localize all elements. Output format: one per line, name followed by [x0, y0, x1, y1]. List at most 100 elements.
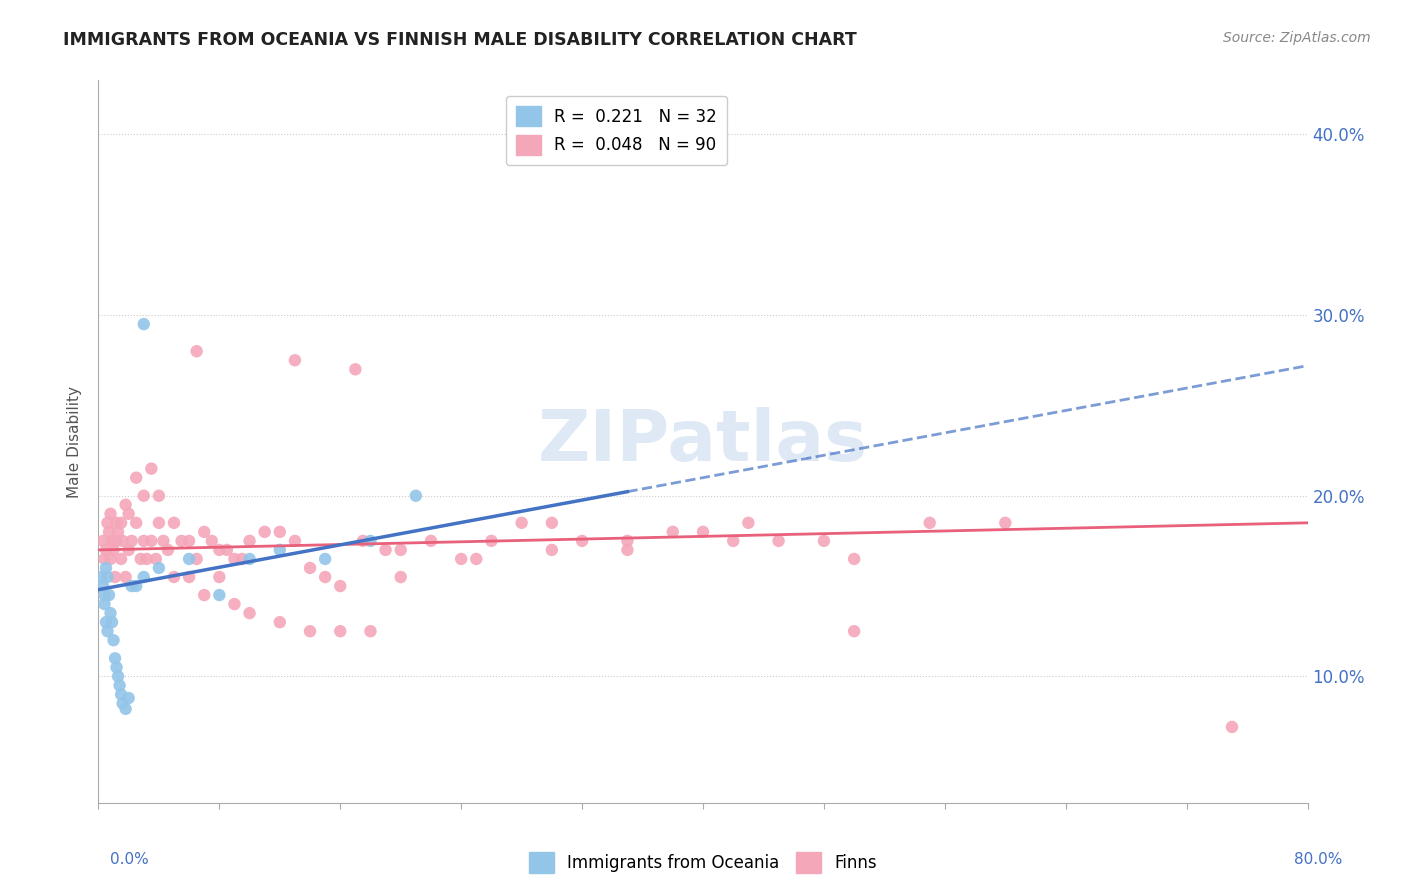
Point [103, 533, 125, 548]
Point [540, 516, 562, 530]
Point [299, 624, 322, 639]
Point [179, 570, 201, 584]
Point [98, 588, 121, 602]
Point [389, 570, 412, 584]
Point [284, 533, 307, 548]
Point [163, 570, 186, 584]
Point [253, 524, 276, 539]
Text: ZIPatlas: ZIPatlas [538, 407, 868, 476]
Point [141, 461, 163, 475]
Point [111, 697, 134, 711]
Point [239, 533, 262, 548]
Point [132, 570, 155, 584]
Text: 0.0%: 0.0% [110, 852, 149, 867]
Point [616, 542, 638, 557]
Point [224, 552, 246, 566]
Point [193, 588, 215, 602]
Point [103, 542, 125, 557]
Point [215, 542, 238, 557]
Point [329, 624, 352, 639]
Point [93, 588, 115, 602]
Point [96, 516, 118, 530]
Point [118, 542, 141, 557]
Point [329, 579, 352, 593]
Point [186, 344, 208, 359]
Point [450, 552, 472, 566]
Point [107, 524, 129, 539]
Point [148, 489, 170, 503]
Point [844, 552, 866, 566]
Point [344, 362, 367, 376]
Point [121, 579, 143, 593]
Point [231, 552, 253, 566]
Point [813, 533, 835, 548]
Point [132, 489, 155, 503]
Point [692, 524, 714, 539]
Point [918, 516, 941, 530]
Point [481, 533, 503, 548]
Point [299, 561, 322, 575]
Point [179, 533, 201, 548]
Point [994, 516, 1017, 530]
Point [314, 570, 336, 584]
Text: 80.0%: 80.0% [1295, 852, 1343, 867]
Point [94, 615, 117, 630]
Point [107, 669, 129, 683]
Legend: Immigrants from Oceania, Finns: Immigrants from Oceania, Finns [522, 846, 884, 880]
Point [104, 570, 127, 584]
Point [118, 507, 141, 521]
Point [269, 542, 291, 557]
Point [540, 542, 562, 557]
Point [193, 524, 215, 539]
Point [208, 570, 231, 584]
Point [844, 624, 866, 639]
Point [148, 561, 170, 575]
Point [91, 579, 114, 593]
Point [661, 524, 683, 539]
Point [101, 615, 124, 630]
Point [1220, 720, 1243, 734]
Point [105, 660, 128, 674]
Point [723, 533, 745, 548]
Point [104, 651, 127, 665]
Point [100, 507, 122, 521]
Point [96, 570, 118, 584]
Point [94, 561, 117, 575]
Point [101, 533, 124, 548]
Point [141, 533, 163, 548]
Point [105, 516, 128, 530]
Y-axis label: Male Disability: Male Disability [67, 385, 83, 498]
Point [208, 542, 231, 557]
Point [111, 533, 134, 548]
Point [224, 597, 246, 611]
Point [768, 533, 790, 548]
Point [135, 552, 157, 566]
Point [269, 524, 291, 539]
Point [737, 516, 759, 530]
Point [110, 687, 132, 701]
Point [269, 615, 291, 630]
Point [186, 552, 208, 566]
Point [239, 552, 262, 566]
Point [118, 691, 141, 706]
Point [510, 516, 533, 530]
Point [100, 552, 122, 566]
Point [125, 516, 148, 530]
Point [96, 624, 118, 639]
Point [405, 489, 427, 503]
Point [179, 552, 201, 566]
Point [163, 516, 186, 530]
Point [571, 533, 593, 548]
Point [129, 552, 152, 566]
Point [110, 552, 132, 566]
Point [98, 524, 121, 539]
Point [360, 533, 382, 548]
Point [108, 678, 131, 692]
Point [114, 570, 136, 584]
Point [93, 552, 115, 566]
Point [125, 471, 148, 485]
Point [105, 533, 128, 548]
Point [145, 552, 167, 566]
Point [314, 552, 336, 566]
Legend: R =  0.221   N = 32, R =  0.048   N = 90: R = 0.221 N = 32, R = 0.048 N = 90 [506, 95, 727, 165]
